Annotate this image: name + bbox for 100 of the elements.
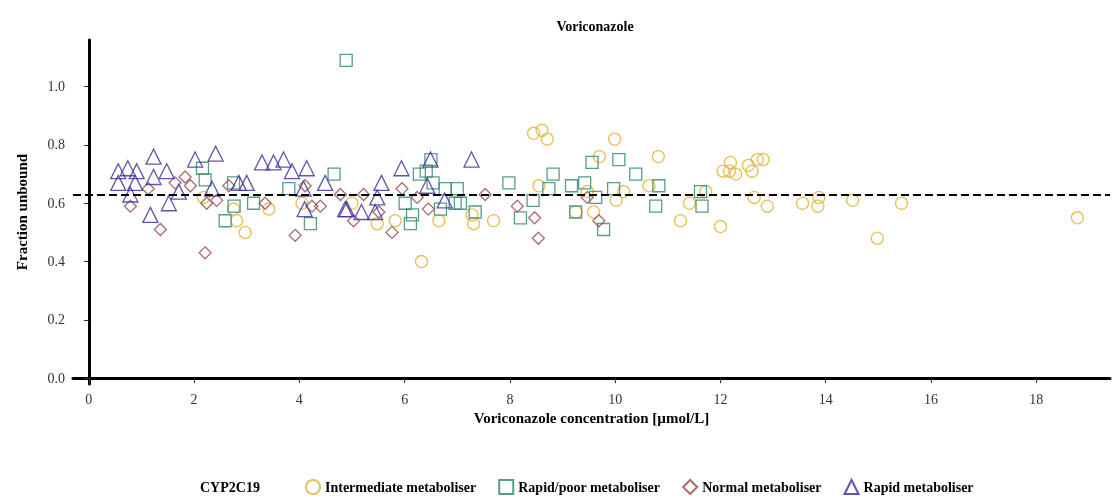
point [716,164,730,178]
x-tick-label: 8 [506,391,514,407]
point [513,211,528,225]
legend-title: CYP2C19 [200,479,260,495]
point [589,190,603,205]
point [122,186,139,203]
point [198,246,212,260]
point [419,177,436,194]
point [432,214,446,228]
point [168,176,182,190]
point [616,184,631,199]
point [158,163,175,180]
point [385,225,399,240]
point [372,205,386,219]
point [486,214,501,228]
point [532,179,546,193]
point [502,176,516,190]
point [178,170,192,184]
point [170,183,187,200]
point [651,149,665,164]
point [448,196,462,210]
point [388,214,402,228]
point [592,149,607,164]
point [478,187,492,202]
point [298,160,315,177]
point [345,196,359,210]
point [795,196,810,210]
point [295,180,312,197]
point [673,214,688,228]
point [410,190,424,205]
point [894,196,909,210]
point [246,196,261,210]
x-tick-label: 14 [818,391,833,407]
point [265,154,282,171]
point [629,167,643,181]
point [339,53,353,68]
point [186,151,204,168]
x-tick-label: 2 [190,391,198,407]
point [356,187,371,202]
point [510,199,524,213]
x-tick-label: 12 [713,391,728,407]
point [756,152,770,167]
point [528,211,542,225]
point [419,164,433,178]
point [373,174,390,191]
point [405,208,420,222]
point [592,214,606,228]
point [747,190,761,205]
y-tick-label: 0.6 [47,195,65,211]
point [433,202,448,216]
y-tick-label: 0.4 [47,254,65,270]
point [612,152,626,167]
point [353,203,370,221]
point [198,173,212,187]
point [403,217,418,231]
point [723,155,738,170]
chart-title: Voriconazole [556,18,634,34]
point [145,168,162,186]
point [760,199,774,213]
point [196,190,211,205]
point [585,155,599,170]
point [393,160,410,177]
legend-label: Intermediate metaboliser [325,479,477,495]
point [412,167,427,181]
point [531,231,545,245]
point [195,161,210,175]
point [295,196,309,210]
point [238,225,252,240]
point [1070,211,1085,225]
point [288,228,302,242]
point [298,179,312,193]
point [222,179,236,193]
point [126,174,144,191]
point [305,199,319,213]
x-tick-label: 18 [1029,391,1044,407]
point [128,163,145,180]
point [586,205,601,219]
point [421,202,435,216]
legend-label: Normal metaboliser [702,479,822,495]
point [741,158,756,172]
point [695,199,709,213]
point [123,199,138,213]
point [145,148,162,165]
point [367,203,384,221]
point [218,214,232,228]
point [845,193,860,207]
point [606,182,621,196]
point [436,192,453,209]
y-axis-title: Fraction unbound [13,153,30,271]
point [713,219,728,234]
point [596,222,611,237]
point [540,132,554,146]
point [414,254,429,269]
point [141,182,155,196]
point [183,179,198,193]
point [652,179,666,193]
y-tick-label: 1.0 [47,79,65,95]
point [258,196,272,210]
point [811,199,825,213]
point [750,152,764,167]
